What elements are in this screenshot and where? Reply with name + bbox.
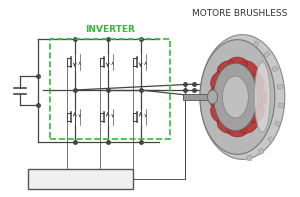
Ellipse shape [211, 104, 226, 123]
Ellipse shape [217, 61, 236, 76]
Ellipse shape [200, 40, 275, 154]
Ellipse shape [249, 71, 264, 90]
Bar [272, 66, 278, 72]
Ellipse shape [252, 87, 266, 107]
Bar [254, 41, 259, 47]
Ellipse shape [211, 71, 226, 90]
FancyBboxPatch shape [28, 169, 133, 189]
Bar [274, 121, 281, 126]
Text: MICROCOMPUTER: MICROCOMPUTER [42, 174, 119, 183]
Ellipse shape [217, 118, 236, 133]
Ellipse shape [200, 35, 285, 159]
Ellipse shape [214, 63, 257, 131]
Ellipse shape [254, 62, 270, 132]
Ellipse shape [208, 87, 223, 107]
Bar [278, 103, 284, 108]
Bar [264, 51, 270, 57]
Ellipse shape [239, 118, 258, 133]
Ellipse shape [249, 104, 264, 123]
Ellipse shape [227, 57, 248, 71]
Bar [277, 84, 283, 89]
Ellipse shape [208, 90, 218, 104]
Bar [50, 39, 169, 139]
Ellipse shape [223, 76, 248, 118]
Bar [247, 155, 252, 161]
Bar [258, 148, 264, 154]
Text: INVERTER: INVERTER [85, 25, 135, 34]
Ellipse shape [239, 61, 258, 76]
Ellipse shape [227, 123, 248, 137]
Bar [268, 136, 274, 143]
Bar [183, 94, 212, 100]
Text: MOTORE BRUSHLESS: MOTORE BRUSHLESS [192, 9, 287, 18]
